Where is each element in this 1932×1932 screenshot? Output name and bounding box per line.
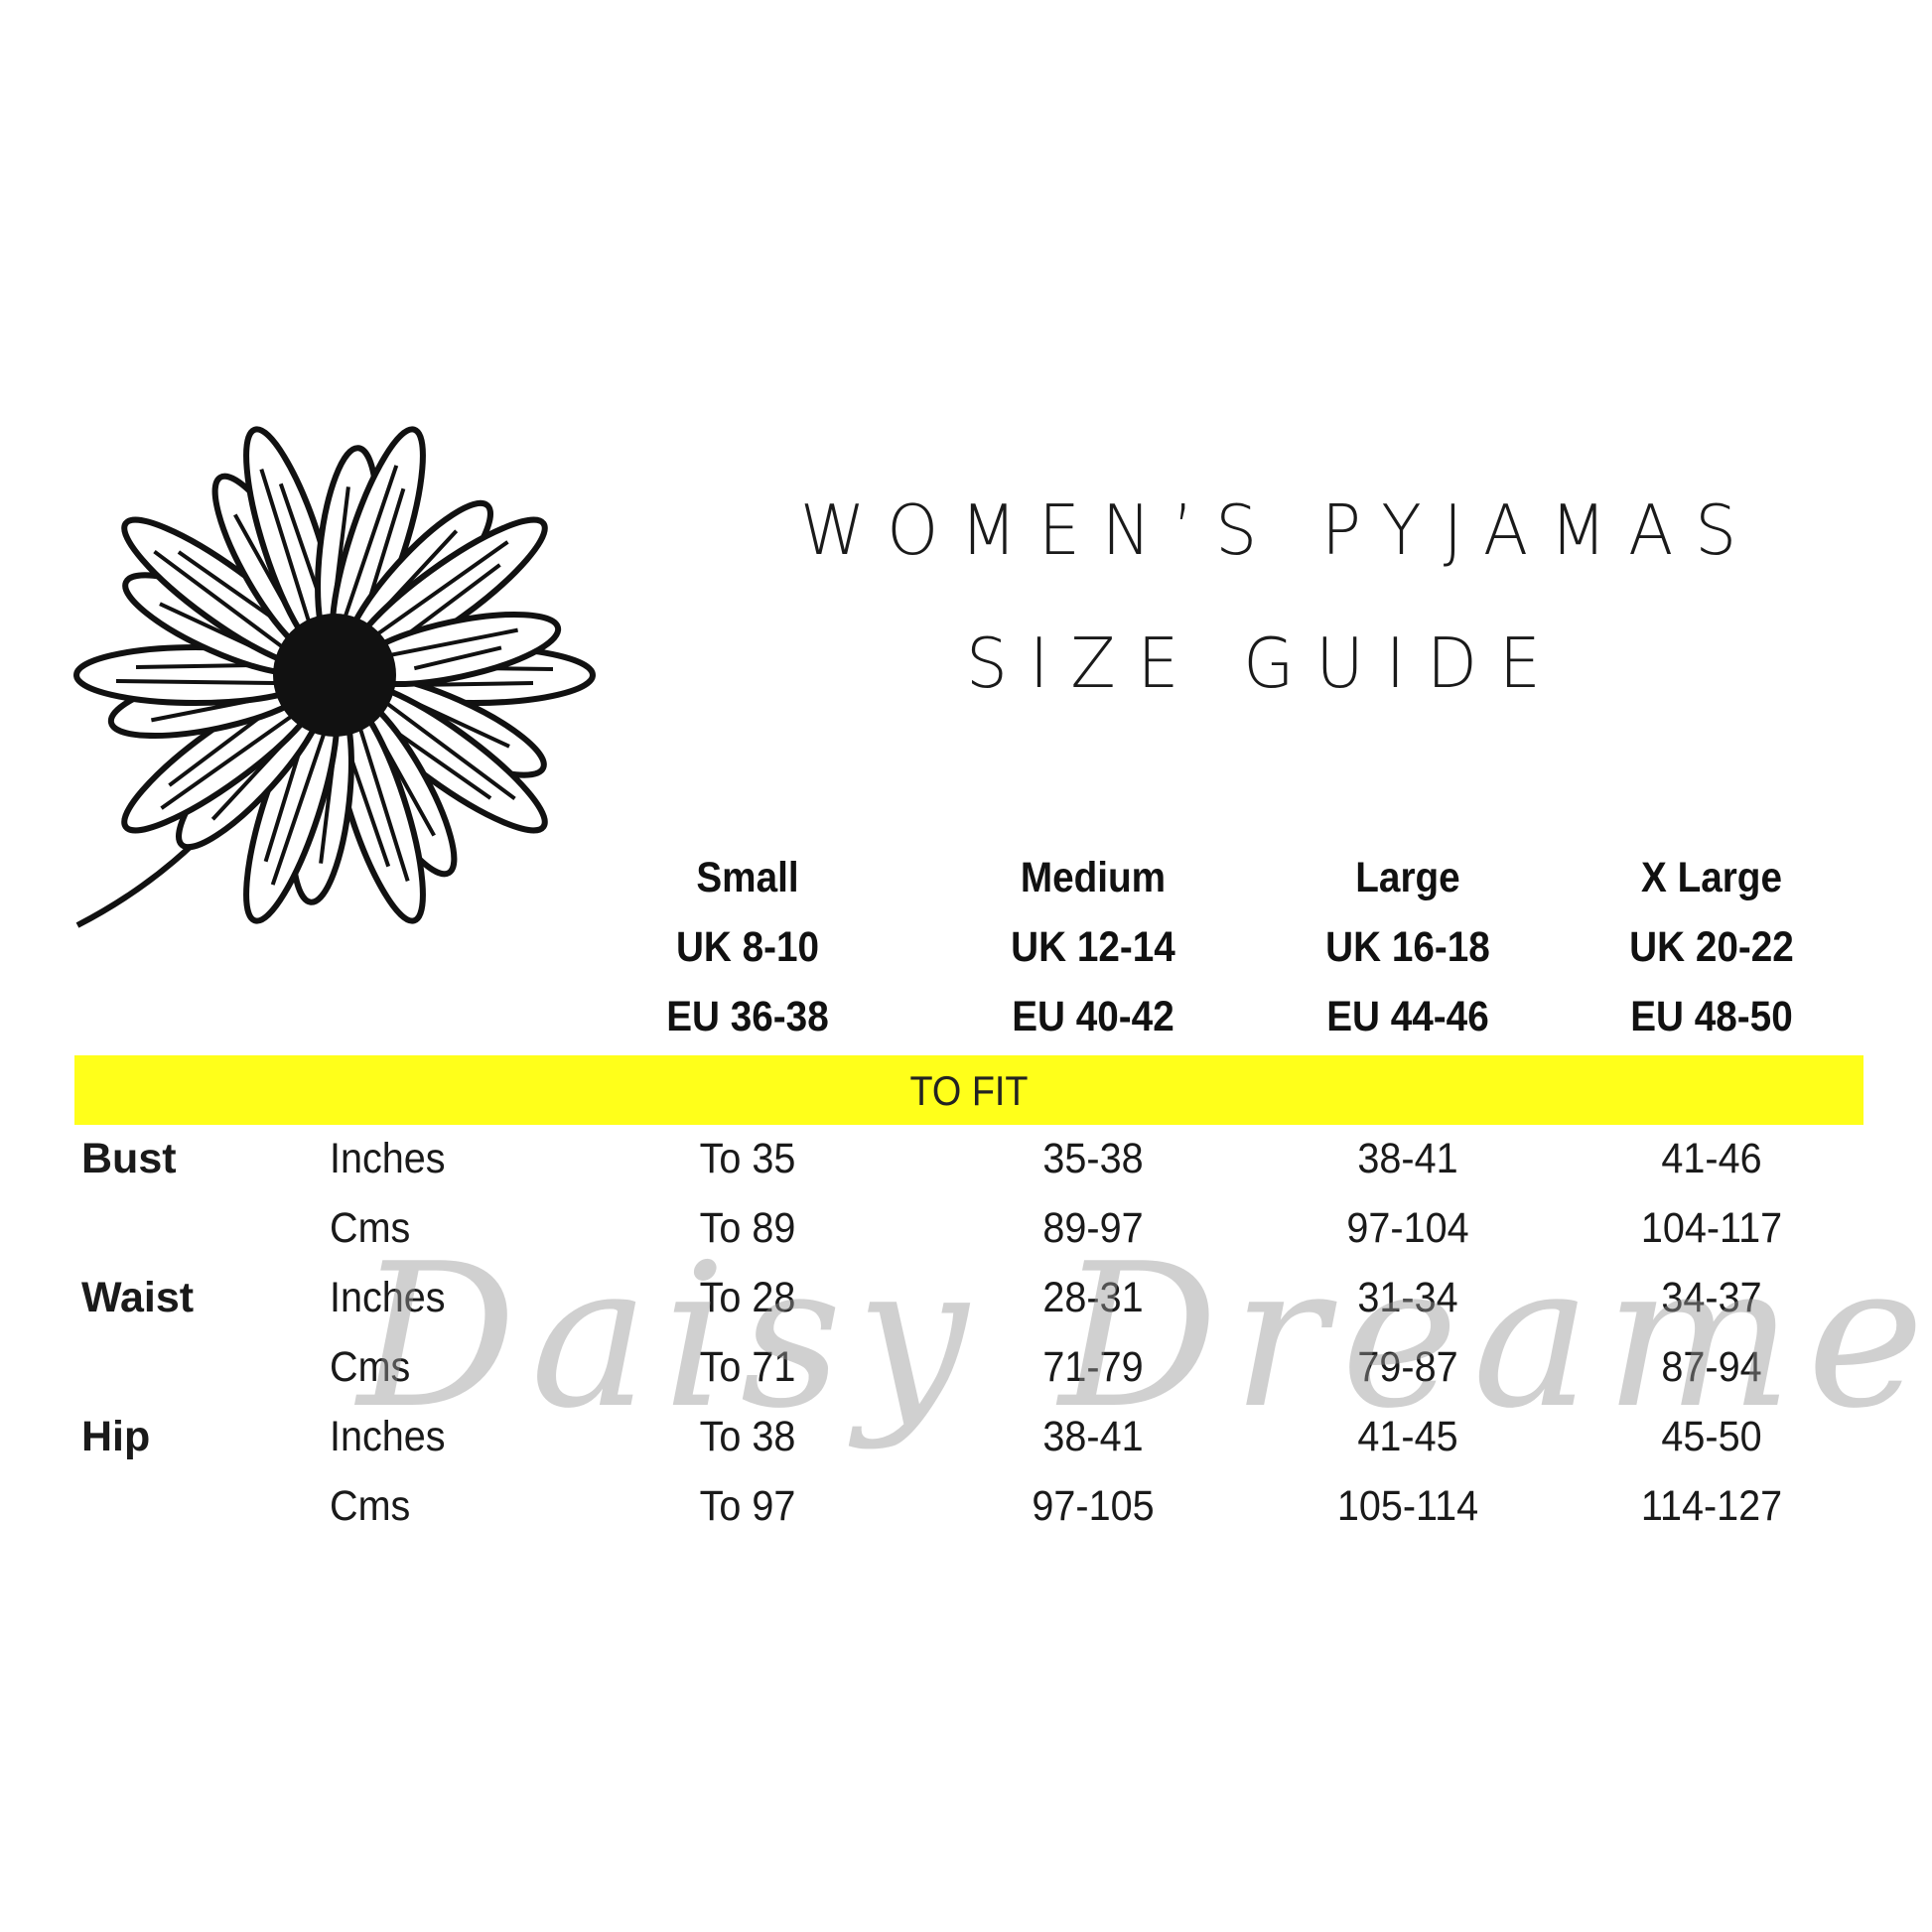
flower-center (273, 614, 396, 737)
petal (345, 680, 548, 834)
measure-label: Bust (81, 1135, 177, 1182)
size-header-eu: EU 36-38 (666, 993, 829, 1040)
size-value: 35-38 (1042, 1135, 1144, 1182)
measure-label: Hip (81, 1413, 151, 1460)
size-value: 105-114 (1336, 1482, 1479, 1530)
size-header-uk: UK 16-18 (1325, 923, 1490, 971)
size-header-name: Medium (1020, 854, 1167, 901)
size-header-eu: EU 48-50 (1630, 993, 1793, 1040)
size-value: 41-45 (1357, 1413, 1458, 1460)
size-value: 71-79 (1042, 1343, 1144, 1391)
unit-label: Cms (330, 1343, 411, 1391)
to-fit-band: TO FIT (74, 1055, 1863, 1125)
size-header-eu: EU 40-42 (1012, 993, 1174, 1040)
size-value: 38-41 (1042, 1413, 1144, 1460)
size-value: To 38 (699, 1413, 796, 1460)
title-line-2: SIZE GUIDE (966, 623, 1563, 704)
size-value: 97-104 (1346, 1204, 1469, 1252)
size-header-name: Large (1355, 854, 1460, 901)
unit-label: Inches (330, 1274, 446, 1321)
to-fit-label: TO FIT (909, 1067, 1029, 1114)
size-value: To 89 (699, 1204, 796, 1252)
size-value: 104-117 (1640, 1204, 1783, 1252)
unit-label: Inches (330, 1135, 446, 1182)
unit-label: Cms (330, 1482, 411, 1530)
size-value: To 71 (699, 1343, 796, 1391)
size-value: 97-105 (1032, 1482, 1155, 1530)
size-value: 45-50 (1661, 1413, 1762, 1460)
size-value: 28-31 (1042, 1274, 1144, 1321)
size-value: To 35 (699, 1135, 796, 1182)
unit-label: Cms (330, 1204, 411, 1252)
size-value: 79-87 (1357, 1343, 1458, 1391)
size-header-eu: EU 44-46 (1326, 993, 1489, 1040)
title-line-1: WOMEN’S PYJAMAS (800, 490, 1759, 571)
size-value: 89-97 (1042, 1204, 1144, 1252)
size-value: 87-94 (1661, 1343, 1762, 1391)
measure-label: Waist (81, 1274, 195, 1321)
size-value: 34-37 (1661, 1274, 1762, 1321)
size-value: 41-46 (1661, 1135, 1762, 1182)
size-header-name: X Large (1641, 854, 1782, 901)
size-value: To 28 (699, 1274, 796, 1321)
size-value: To 97 (699, 1482, 796, 1530)
size-value: 114-127 (1640, 1482, 1783, 1530)
daisy-flower-icon (73, 426, 596, 928)
size-value: 31-34 (1357, 1274, 1458, 1321)
size-header-uk: UK 8-10 (675, 923, 820, 971)
size-header-name: Small (696, 854, 799, 901)
unit-label: Inches (330, 1413, 446, 1460)
size-value: 38-41 (1357, 1135, 1458, 1182)
size-header-uk: UK 20-22 (1629, 923, 1794, 971)
size-header-uk: UK 12-14 (1011, 923, 1175, 971)
